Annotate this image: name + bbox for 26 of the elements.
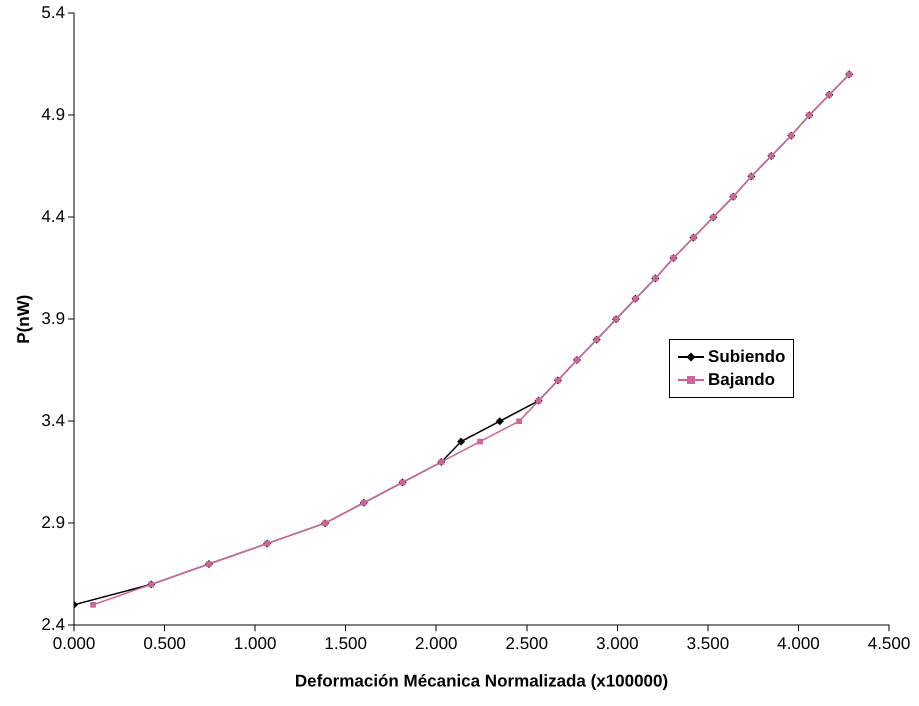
x-tick-label: 3.500: [686, 634, 730, 654]
y-tick-label: 2.4: [41, 614, 66, 634]
y-tick-label: 3.9: [41, 308, 66, 328]
y-tick-label: 3.4: [41, 410, 66, 430]
x-tick-label: 1.000: [234, 634, 276, 654]
x-tick-label: 0.500: [143, 634, 186, 654]
point: [516, 418, 522, 424]
x-tick-label: 3.000: [596, 634, 639, 654]
point: [457, 438, 466, 446]
y-tick-label: 2.9: [41, 512, 66, 532]
x-tick-label: 0.000: [52, 634, 96, 654]
point: [90, 602, 96, 608]
x-tick-label: 4.500: [868, 634, 910, 654]
legend-label: Bajando: [708, 370, 776, 390]
x-tick-label: 2.500: [506, 634, 548, 654]
point: [496, 417, 504, 426]
y-axis-title: P(nW): [14, 294, 33, 344]
y-tick-label: 4.9: [41, 104, 66, 124]
x-axis-title: Deformación Mécanica Normalizada (x100000): [294, 671, 668, 690]
y-tick-label: 5.4: [41, 2, 66, 22]
x-tick-label: 4.000: [777, 634, 820, 654]
y-tick-label: 4.4: [41, 206, 66, 226]
point: [477, 438, 483, 444]
x-tick-label: 1.500: [324, 634, 367, 654]
legend-label: Subiendo: [708, 346, 786, 367]
x-tick-label: 2.000: [414, 634, 458, 654]
